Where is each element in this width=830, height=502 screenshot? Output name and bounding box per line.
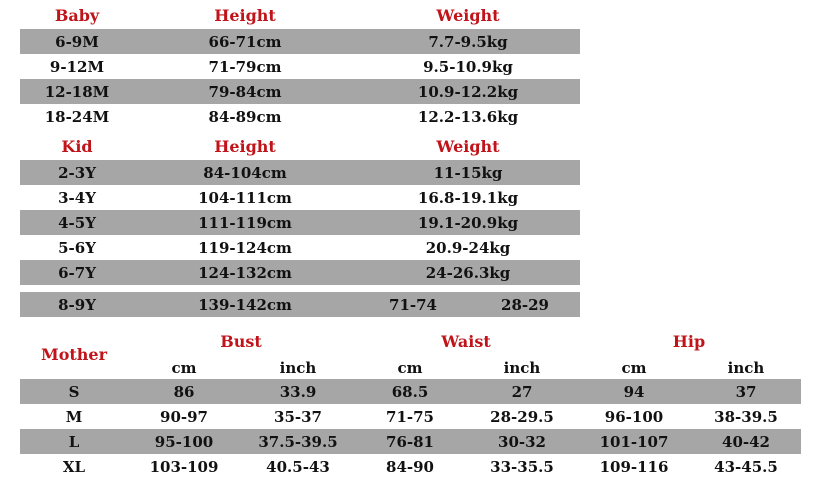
size-cell: 18-24M: [44, 108, 110, 126]
height-cell: 104-111cm: [198, 189, 292, 207]
baby-header-height: Height: [214, 6, 276, 25]
height-cell: 79-84cm: [208, 83, 282, 101]
unit-bust-inch: inch: [279, 359, 317, 377]
hip-cm-cell: 96-100: [604, 408, 664, 426]
bust-cm-cell: 86: [173, 383, 195, 401]
height-cell: 84-89cm: [208, 108, 282, 126]
baby-header-weight: Weight: [436, 6, 500, 25]
unit-hip-cm: cm: [621, 359, 647, 377]
size-cell: 4-5Y: [58, 214, 96, 232]
hip-cm-cell: 109-116: [599, 458, 669, 476]
size-cell: 5-6Y: [58, 239, 96, 257]
weight-cell: 20.9-24kg: [425, 239, 511, 257]
waist-cm-cell: 84-90: [386, 458, 434, 476]
waist-cm-cell: 71-75: [386, 408, 434, 426]
kid-row-band: [20, 160, 580, 185]
waist-inch-cell: 33-35.5: [490, 458, 554, 476]
waist-inch-cell: 27: [511, 383, 533, 401]
bust-inch-cell: 37.5-39.5: [258, 433, 338, 451]
kid-row-band: [20, 210, 580, 235]
weight-cell: 11-15kg: [433, 164, 503, 182]
mother-header-waist: Waist: [441, 332, 491, 351]
weight-cell: 16.8-19.1kg: [417, 189, 519, 207]
size-cell: 2-3Y: [58, 164, 96, 182]
mother-header-size: Mother: [40, 345, 108, 364]
hip-inch-cell: 38-39.5: [714, 408, 778, 426]
size-cell: 12-18M: [44, 83, 110, 101]
size-cell: 8-9Y: [58, 296, 96, 314]
unit-bust-cm: cm: [171, 359, 197, 377]
unit-waist-cm: cm: [397, 359, 423, 377]
height-cell: 139-142cm: [198, 296, 292, 314]
size-cell: S: [68, 383, 80, 401]
kid-header-size: Kid: [61, 137, 93, 156]
kid-row-band: [20, 292, 580, 317]
mother-header-bust: Bust: [220, 332, 262, 351]
weight-cell: 10.9-12.2kg: [417, 83, 519, 101]
waist-cm-cell: 68.5: [391, 383, 429, 401]
hip-inch-cell: 37: [735, 383, 757, 401]
bust-cm-cell: 103-109: [149, 458, 219, 476]
kid-header-weight: Weight: [436, 137, 500, 156]
size-cell: 6-9M: [55, 33, 99, 51]
bust-cm-cell: 95-100: [154, 433, 214, 451]
baby-row-band: [20, 29, 580, 54]
hip-cm-cell: 101-107: [599, 433, 669, 451]
bust-inch-cell: 33.9: [279, 383, 317, 401]
weight-cell-a: 71-74: [389, 296, 437, 314]
mother-row-band: [20, 429, 801, 454]
unit-waist-inch: inch: [503, 359, 541, 377]
unit-hip-inch: inch: [727, 359, 765, 377]
bust-inch-cell: 40.5-43: [266, 458, 330, 476]
kid-row-band: [20, 260, 580, 285]
hip-inch-cell: 43-45.5: [714, 458, 778, 476]
waist-inch-cell: 30-32: [498, 433, 546, 451]
kid-header-height: Height: [214, 137, 276, 156]
waist-inch-cell: 28-29.5: [490, 408, 554, 426]
size-cell: L: [68, 433, 80, 451]
hip-inch-cell: 40-42: [722, 433, 770, 451]
size-cell: 3-4Y: [58, 189, 96, 207]
weight-cell: 9.5-10.9kg: [423, 58, 513, 76]
height-cell: 111-119cm: [198, 214, 292, 232]
waist-cm-cell: 76-81: [386, 433, 434, 451]
bust-inch-cell: 35-37: [274, 408, 322, 426]
bust-cm-cell: 90-97: [160, 408, 208, 426]
baby-header-size: Baby: [54, 6, 100, 25]
size-cell: M: [65, 408, 83, 426]
height-cell: 71-79cm: [208, 58, 282, 76]
hip-cm-cell: 94: [623, 383, 645, 401]
weight-cell: 7.7-9.5kg: [428, 33, 508, 51]
weight-cell-b: 28-29: [501, 296, 549, 314]
size-cell: XL: [62, 458, 86, 476]
size-cell: 9-12M: [49, 58, 105, 76]
baby-row-band: [20, 79, 580, 104]
size-cell: 6-7Y: [58, 264, 96, 282]
height-cell: 84-104cm: [203, 164, 287, 182]
weight-cell: 24-26.3kg: [425, 264, 511, 282]
weight-cell: 12.2-13.6kg: [417, 108, 519, 126]
weight-cell: 19.1-20.9kg: [417, 214, 519, 232]
height-cell: 66-71cm: [208, 33, 282, 51]
height-cell: 124-132cm: [198, 264, 292, 282]
height-cell: 119-124cm: [198, 239, 292, 257]
mother-header-hip: Hip: [672, 332, 706, 351]
mother-row-band: [20, 379, 801, 404]
